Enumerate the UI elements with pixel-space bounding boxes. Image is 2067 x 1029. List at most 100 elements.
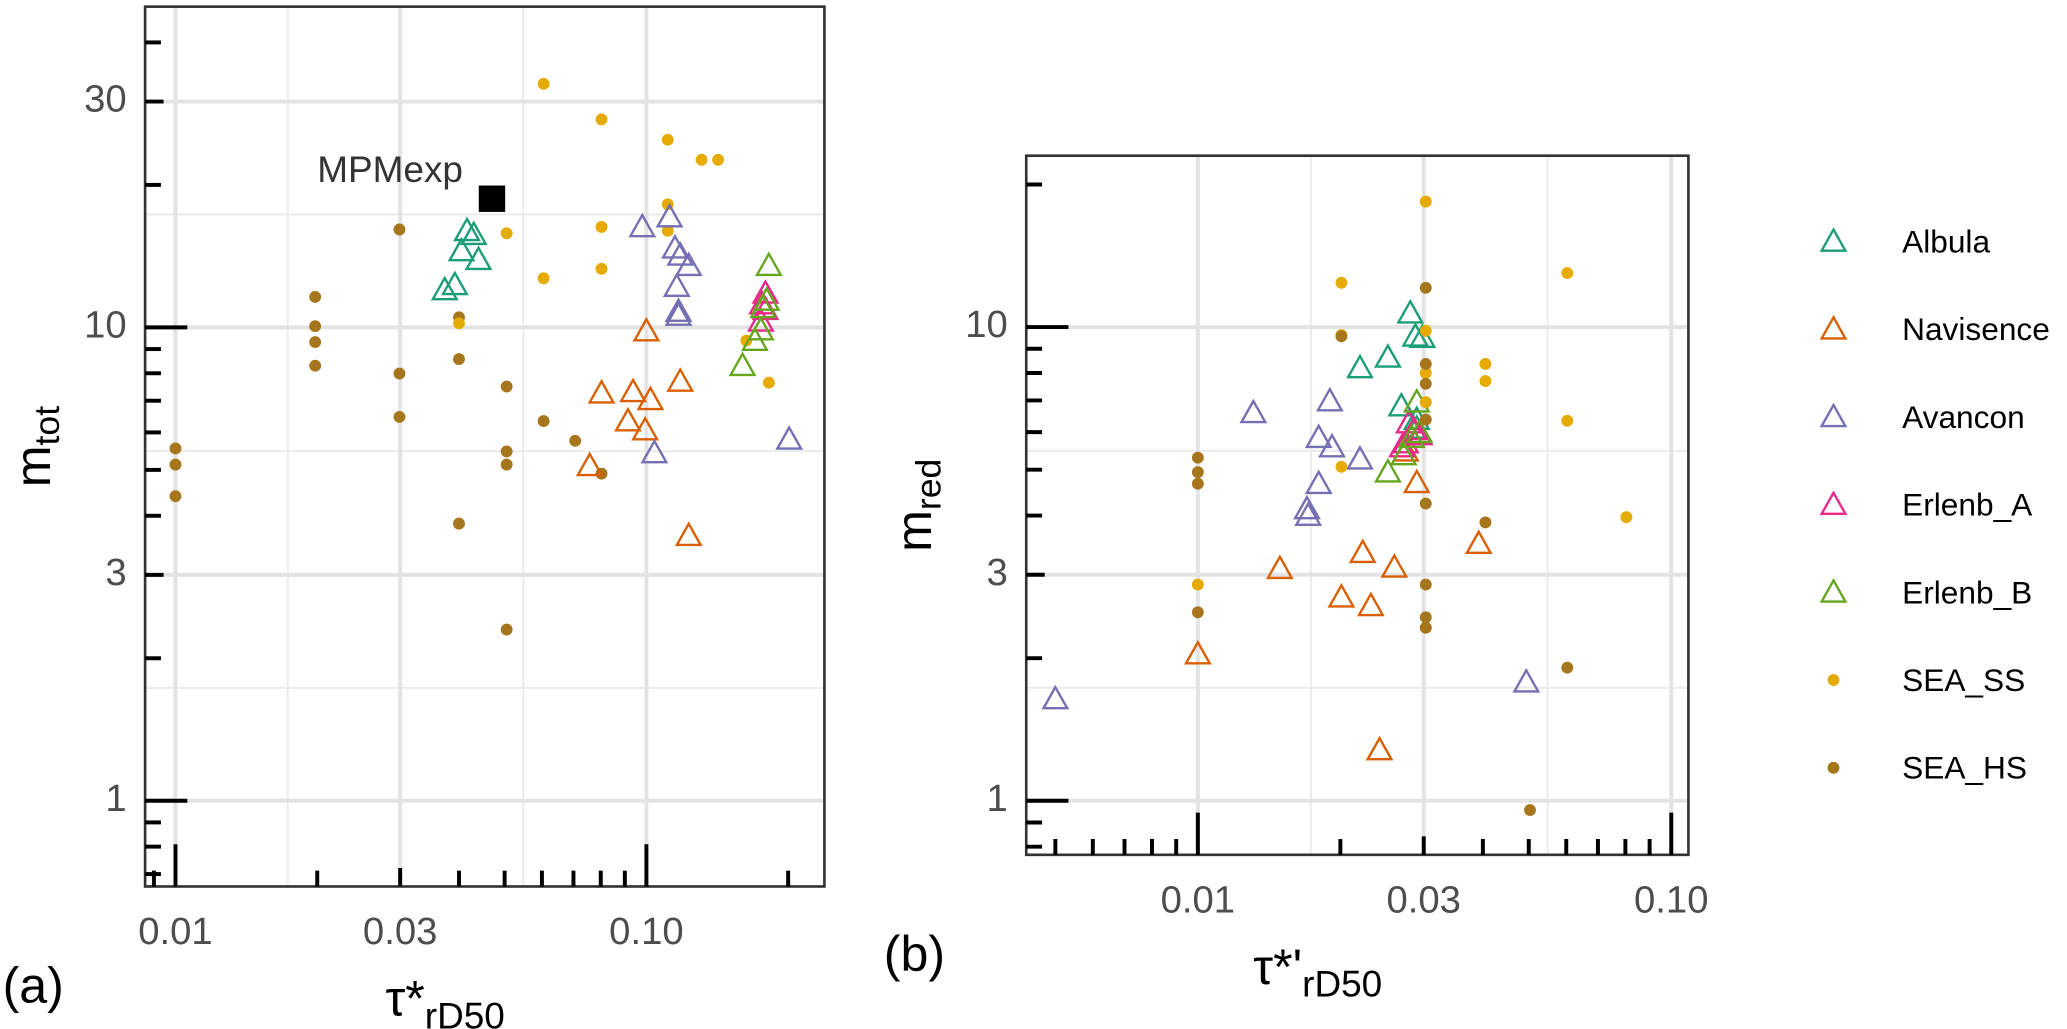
legend-label: Albula — [1902, 223, 1990, 259]
triangle-point — [1400, 415, 1428, 441]
point-annotation: MPMexp — [317, 149, 463, 190]
triangle-point — [674, 521, 703, 547]
circle-point — [500, 380, 513, 393]
circle-point — [1419, 621, 1432, 634]
triangle-point — [587, 378, 616, 404]
triangle-point — [1819, 314, 1848, 340]
circle-point — [1827, 761, 1840, 774]
circle-point — [1479, 516, 1492, 529]
y-axis-title: mred — [886, 459, 948, 552]
triangle-point — [631, 415, 660, 441]
circle-point — [537, 415, 550, 428]
x-tick-label: 0.01 — [1161, 878, 1235, 921]
circle-point — [453, 317, 465, 330]
circle-point — [1191, 451, 1204, 464]
circle-point — [712, 153, 725, 166]
x-axis-title-sub: rD50 — [1302, 963, 1382, 1004]
triangle-point — [1464, 529, 1493, 555]
circle-point — [569, 434, 582, 447]
y-tick-label: 10 — [84, 304, 127, 347]
circle-point — [695, 153, 708, 166]
x-tick-label: 0.10 — [609, 910, 683, 953]
triangle-point — [664, 297, 693, 322]
triangle-point — [453, 216, 481, 242]
circle-point — [500, 227, 513, 240]
circle-point — [169, 490, 182, 503]
circle-point — [1335, 460, 1348, 473]
circle-point — [595, 221, 608, 233]
circle-point — [1419, 413, 1432, 426]
circle-point — [453, 517, 465, 530]
triangle-point — [662, 272, 691, 297]
y-tick-label: 10 — [965, 303, 1008, 346]
x-axis-title: τ*rD50 — [386, 971, 505, 1029]
legend-label: SEA_HS — [1902, 750, 2027, 786]
circle-point — [1620, 511, 1633, 524]
triangle-point — [1401, 322, 1430, 347]
circle-point — [500, 445, 513, 458]
triangle-point — [1239, 398, 1268, 424]
circle-point — [1419, 324, 1432, 337]
y-tick-label: 1 — [105, 777, 126, 820]
circle-point — [309, 359, 322, 372]
x-axis-title-main: τ*' — [1253, 939, 1302, 995]
triangle-point — [459, 220, 488, 246]
triangle-point — [775, 425, 804, 450]
triangle-point — [464, 245, 493, 271]
triangle-point — [741, 326, 769, 351]
legend-label: Avancon — [1902, 399, 2025, 435]
triangle-point — [636, 385, 665, 411]
triangle-point — [575, 451, 604, 477]
panel: 0.01 0.03 0.10 1 3 10 τ*'rD50 mred (b) Albula Navi… — [884, 154, 2050, 1004]
circle-point — [1419, 367, 1432, 379]
triangle-point — [440, 270, 469, 296]
legend-label: SEA_SS — [1902, 662, 2025, 698]
x-tick-label: 0.10 — [1634, 878, 1708, 921]
triangle-point — [628, 212, 657, 238]
circle-point — [1335, 330, 1348, 343]
triangle-point — [1318, 432, 1346, 458]
y-tick-label: 3 — [105, 551, 126, 594]
triangle-point — [728, 351, 757, 377]
circle-point — [1419, 611, 1432, 624]
circle-point — [453, 353, 465, 366]
triangle-point — [1348, 538, 1377, 564]
circle-point — [1419, 195, 1432, 208]
circle-point — [1827, 674, 1840, 686]
y-axis-title: mtot — [5, 406, 67, 487]
circle-point — [1191, 466, 1204, 479]
circle-point — [309, 336, 322, 349]
triangle-point — [749, 293, 778, 319]
y-axis-title-main: m — [5, 445, 61, 487]
triangle-point — [1512, 667, 1541, 693]
circle-point — [762, 376, 775, 389]
triangle-point — [664, 301, 693, 326]
triangle-point — [1387, 391, 1416, 417]
triangle-point — [1819, 490, 1848, 516]
circle-point — [393, 410, 406, 423]
triangle-point — [1402, 468, 1431, 494]
triangle-point — [754, 251, 783, 277]
circle-point — [1419, 578, 1432, 591]
triangle-point — [1373, 457, 1402, 483]
circle-point — [1561, 661, 1574, 674]
circle-point — [537, 77, 550, 90]
plot-frame — [1024, 154, 1690, 857]
x-axis-title-sub: rD50 — [425, 995, 505, 1029]
triangle-point — [1819, 402, 1848, 428]
triangle-point — [1346, 444, 1374, 470]
circle-point — [1191, 477, 1204, 490]
triangle-point — [1365, 735, 1394, 761]
triangle-point — [1327, 582, 1356, 608]
legend-label: Navisence — [1902, 311, 2050, 347]
y-axis-title-main: m — [886, 510, 942, 552]
panel-label: (b) — [884, 926, 945, 982]
triangle-point — [1346, 353, 1374, 379]
triangle-point — [1293, 494, 1321, 520]
circle-point — [661, 224, 674, 237]
circle-point — [1479, 375, 1492, 388]
circle-point — [1191, 578, 1204, 591]
circle-point — [1419, 377, 1432, 390]
circle-point — [1561, 267, 1574, 280]
circle-point — [393, 367, 406, 380]
